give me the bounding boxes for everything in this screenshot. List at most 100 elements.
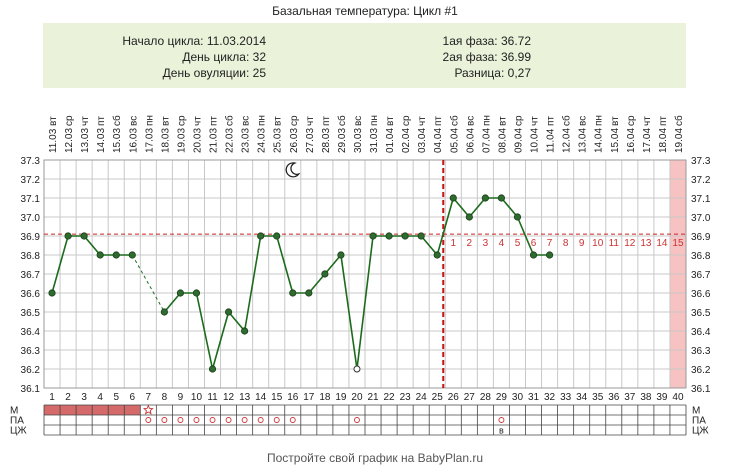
day-number: 10: [191, 392, 203, 403]
chart-title: Базальная температура: Цикл #1: [272, 4, 458, 18]
luteal-day-number: 10: [592, 238, 604, 249]
date-label: 29.03: [337, 128, 348, 153]
weekday-label: вт: [385, 116, 396, 126]
y-tick-label-right: 37.0: [691, 213, 711, 224]
y-tick-label: 36.5: [21, 308, 41, 319]
footer-link[interactable]: Постройте свой график на BabyPlan.ru: [267, 451, 483, 465]
day-number: 40: [672, 392, 684, 403]
data-point: [465, 213, 473, 221]
y-tick-label-right: 36.4: [691, 327, 711, 338]
weekday-label: вс: [241, 116, 252, 126]
date-label: 20.03: [192, 128, 203, 153]
data-point: [529, 251, 538, 259]
day-number: 31: [528, 392, 540, 403]
luteal-day-number: 3: [483, 238, 489, 249]
weekday-label: ср: [626, 115, 637, 126]
info-panel: [43, 23, 686, 88]
luteal-day-number: 7: [547, 238, 553, 249]
weekday-label: сб: [561, 115, 573, 126]
date-label: 23.03: [241, 128, 252, 153]
weekday-label: пн: [144, 115, 155, 126]
luteal-day-number: 15: [672, 238, 684, 249]
series-segment: [452, 197, 470, 218]
y-tick-label: 36.7: [21, 270, 41, 281]
data-point: [481, 194, 489, 202]
cycle-start: Начало цикла: 11.03.2014: [122, 34, 266, 48]
day-number: 15: [271, 392, 283, 403]
weekday-label: пн: [257, 115, 268, 126]
data-point: [257, 232, 265, 240]
series-gap-segment: [131, 254, 165, 313]
y-tick-label-right: 36.7: [691, 270, 711, 281]
date-label: 27.03: [305, 128, 316, 153]
data-point: [369, 232, 377, 240]
y-tick-label-right: 36.3: [691, 346, 711, 357]
series-segment: [340, 254, 358, 370]
luteal-day-number: 14: [656, 238, 668, 249]
weekday-label: сб: [224, 115, 236, 126]
data-point: [337, 251, 345, 259]
data-point: [513, 213, 522, 221]
date-label: 16.03: [128, 128, 139, 153]
date-label: 18.04: [658, 128, 669, 153]
day-number: 38: [640, 392, 652, 403]
date-label: 07.04: [481, 128, 492, 153]
intercourse-icon: [177, 417, 184, 423]
date-label: 11.03: [48, 128, 59, 153]
date-label: 25.03: [273, 128, 284, 153]
date-label: 18.03: [160, 128, 171, 153]
date-label: 16.04: [626, 128, 637, 153]
y-tick-label-right: 36.6: [691, 289, 711, 300]
day-number: 27: [464, 392, 476, 403]
day-number: 14: [255, 392, 267, 403]
date-label: 26.03: [289, 128, 300, 153]
y-tick-label: 36.9: [21, 232, 41, 243]
series-segment: [500, 197, 519, 218]
day-number: 13: [239, 392, 251, 403]
menses-cell: [76, 405, 93, 415]
luteal-day-number: 1: [450, 238, 456, 249]
series-segment: [468, 197, 486, 218]
y-tick-label-right: 37.2: [691, 175, 711, 186]
y-tick-label: 36.8: [21, 251, 41, 262]
data-point: [321, 270, 329, 278]
weekday-label: пт: [96, 116, 107, 126]
y-tick-label-right: 37.1: [691, 194, 711, 205]
weekday-label: чт: [192, 116, 203, 126]
weekday-label: сб: [111, 115, 123, 126]
series-segment: [211, 311, 230, 370]
data-point: [96, 251, 104, 259]
weekday-label: пн: [369, 115, 380, 126]
intercourse-icon: [289, 417, 296, 423]
menses-cell: [44, 405, 61, 415]
day-number: 23: [400, 392, 412, 403]
date-label: 28.03: [321, 128, 332, 153]
date-label: 02.04: [401, 128, 412, 153]
weekday-label: вт: [48, 116, 59, 126]
star-icon: [142, 404, 154, 415]
weekday-label: вт: [610, 116, 621, 126]
date-label: 14.03: [96, 128, 107, 153]
intercourse-icon: [161, 417, 168, 423]
phase2-average: 2ая фаза: 36.99: [443, 50, 532, 64]
day-number: 21: [367, 392, 379, 403]
luteal-day-number: 5: [515, 238, 521, 249]
y-tick-label-right: 36.2: [691, 365, 711, 376]
y-tick-label: 37.2: [21, 175, 41, 186]
mucus-mark: в: [499, 426, 504, 436]
luteal-day-number: 8: [563, 238, 569, 249]
date-label: 22.03: [225, 128, 236, 153]
date-label: 13.03: [80, 128, 91, 153]
luteal-day-number: 9: [579, 238, 585, 249]
phase-difference: Разница: 0,27: [454, 66, 531, 80]
day-number: 32: [544, 392, 556, 403]
weekday-label: чт: [417, 116, 428, 126]
y-tick-label: 37.0: [21, 213, 41, 224]
weekday-label: сб: [673, 115, 685, 126]
data-point-hollow: [353, 365, 361, 373]
row-label: ЦЖ: [10, 426, 27, 437]
y-tick-label-right: 36.9: [691, 232, 711, 243]
phase1-average: 1ая фаза: 36.72: [443, 34, 532, 48]
luteal-day-number: 12: [624, 238, 636, 249]
